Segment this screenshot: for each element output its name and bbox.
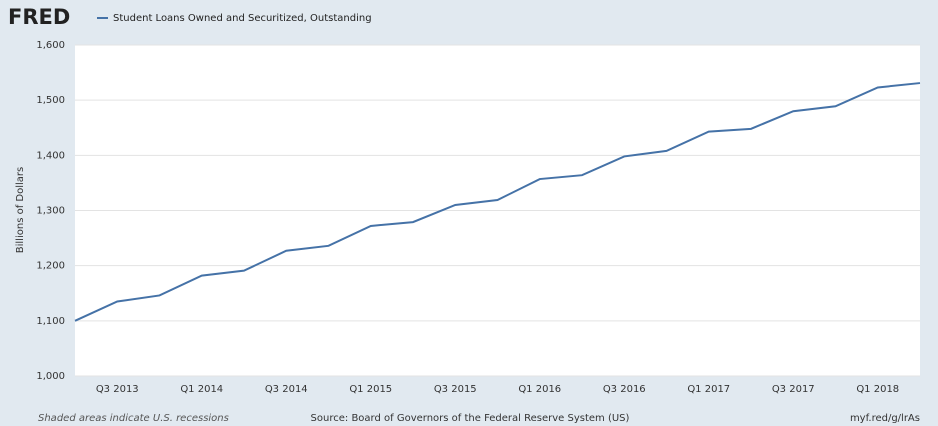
- line: [74, 82, 921, 322]
- x-tick-label: Q3 2016: [603, 384, 646, 395]
- source: Source: Board of Governors of the Federa…: [311, 413, 630, 424]
- x-tick-label: Q1 2014: [180, 384, 223, 395]
- x-tick-label: Q1 2018: [856, 384, 899, 395]
- y-axis-label: Billions of Dollars: [15, 167, 26, 253]
- y-tick-label: 1,400: [36, 150, 65, 161]
- y-tick-label: 1,000: [36, 371, 65, 382]
- x-tick-label: Q1 2017: [687, 384, 730, 395]
- x-tick-label: Q3 2017: [772, 384, 815, 395]
- x-tick-label: Q3 2013: [96, 384, 139, 395]
- legend-entry: Student Loans Owned and Securitized, Out…: [113, 13, 372, 24]
- y-tick-label: 1,500: [36, 95, 65, 106]
- y-tick-label: 1,600: [36, 40, 65, 51]
- x-tick-label: Q3 2015: [434, 384, 477, 395]
- link: myf.red/g/lrAs: [850, 413, 920, 424]
- x-tick-label: Q1 2015: [349, 384, 392, 395]
- x-tick-label: Q3 2014: [265, 384, 308, 395]
- x-tick-label: Q1 2016: [518, 384, 561, 395]
- note: Shaded areas indicate U.S. recessions: [38, 413, 229, 424]
- y-tick-label: 1,100: [36, 316, 65, 327]
- y-tick-label: 1,200: [36, 261, 65, 272]
- y-tick-label: 1,300: [36, 206, 65, 217]
- logo: FRED: [8, 5, 70, 29]
